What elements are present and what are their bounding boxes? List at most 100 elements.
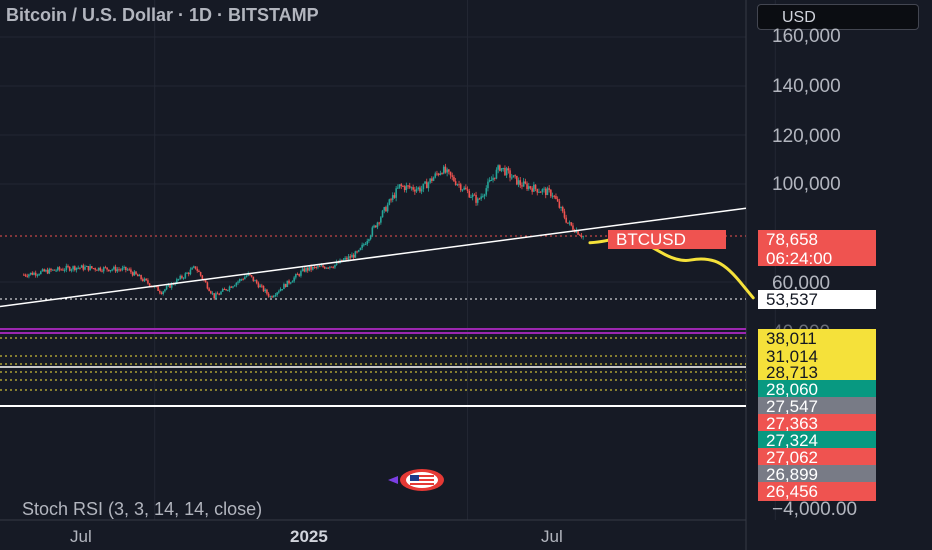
candle-body xyxy=(380,217,382,223)
candle-body xyxy=(50,268,52,271)
candle-body xyxy=(191,267,193,270)
candle-body xyxy=(72,266,74,270)
us-flag-icon[interactable] xyxy=(388,467,448,493)
candle-body xyxy=(320,265,323,267)
candle-body xyxy=(357,250,360,252)
candle-body xyxy=(454,181,457,185)
candle-body xyxy=(28,274,30,277)
candle-body xyxy=(363,244,365,246)
level-badge: 26,456 xyxy=(758,482,876,501)
candle-body xyxy=(218,294,221,296)
candle-body xyxy=(550,189,552,197)
candle-body xyxy=(46,269,49,274)
candle-body xyxy=(519,180,522,186)
candle-body xyxy=(323,266,326,269)
candle-body xyxy=(533,184,535,192)
candle-body xyxy=(346,257,348,260)
candle-body xyxy=(119,269,122,271)
candle-body xyxy=(92,268,95,270)
candle-body xyxy=(206,282,209,289)
candle-body xyxy=(296,274,299,276)
candle-body xyxy=(516,175,518,185)
candle-body xyxy=(468,190,471,198)
candle-body xyxy=(386,204,389,212)
candle-body xyxy=(113,266,115,270)
price-tick: 120,000 xyxy=(772,126,841,147)
currency-button[interactable]: USD xyxy=(757,4,919,30)
candle-body xyxy=(517,180,520,185)
candle-body xyxy=(497,165,499,170)
candle-body xyxy=(417,187,420,190)
candle-body xyxy=(567,222,569,224)
candle-body xyxy=(560,207,562,209)
candle-body xyxy=(490,179,493,181)
candle-body xyxy=(429,178,431,183)
candle-body xyxy=(505,168,508,176)
candle-body xyxy=(391,195,394,200)
indicator-label[interactable]: Stoch RSI (3, 3, 14, 14, close) xyxy=(22,499,263,519)
candle-body xyxy=(398,184,401,188)
candle-body xyxy=(174,283,176,285)
candle-body xyxy=(60,269,63,271)
candle-body xyxy=(502,167,505,169)
candle-body xyxy=(155,286,158,288)
candle-body xyxy=(51,269,54,271)
candle-body xyxy=(77,267,80,269)
candle-body xyxy=(466,189,469,191)
candle-body xyxy=(80,265,83,268)
candle-body xyxy=(402,185,404,187)
price-tick: 60,000 xyxy=(772,273,831,294)
candle-body xyxy=(276,292,278,296)
candle-body xyxy=(556,199,559,202)
candle-body xyxy=(261,285,263,287)
candle-body xyxy=(26,275,29,277)
candle-body xyxy=(310,266,312,270)
candle-body xyxy=(422,183,425,190)
candle-body xyxy=(318,266,321,268)
candle-body xyxy=(143,278,146,282)
candle-body xyxy=(293,277,295,282)
candle-body xyxy=(240,279,243,281)
candle-body xyxy=(558,201,561,208)
candle-body xyxy=(215,293,217,299)
candle-body xyxy=(578,234,581,236)
candle-body xyxy=(493,177,496,179)
candle-body xyxy=(529,186,532,189)
price-tick: 140,000 xyxy=(772,76,841,97)
candle-body xyxy=(29,272,32,275)
candle-body xyxy=(108,269,110,272)
candle-body xyxy=(238,279,241,282)
candle-body xyxy=(125,266,127,271)
candle-body xyxy=(395,188,397,198)
indicator-value: −4,000.00 xyxy=(772,499,858,520)
candle-body xyxy=(329,266,331,268)
candle-body xyxy=(325,267,328,269)
candle-body xyxy=(220,291,222,295)
candle-body xyxy=(237,281,239,283)
candle-body xyxy=(40,271,42,275)
candle-body xyxy=(91,266,93,269)
candle-body xyxy=(424,181,426,184)
level-badge: 28,060 xyxy=(758,380,876,399)
candle-body xyxy=(439,173,442,175)
candle-body xyxy=(213,293,216,299)
candle-body xyxy=(492,177,494,180)
candle-body xyxy=(334,264,336,268)
candle-body xyxy=(272,295,275,298)
candle-body xyxy=(279,289,282,292)
candle-body xyxy=(43,269,46,272)
candle-body xyxy=(444,166,447,173)
candle-body xyxy=(364,244,367,246)
candle-body xyxy=(82,265,85,270)
candle-body xyxy=(410,187,413,189)
candle-body xyxy=(193,266,195,268)
candle-body xyxy=(262,285,265,292)
candle-body xyxy=(507,168,510,171)
candle-body xyxy=(300,271,302,276)
candle-body xyxy=(504,167,506,176)
candle-body xyxy=(351,254,353,258)
candle-body xyxy=(381,210,384,218)
time-tick: Jul xyxy=(541,527,563,546)
candle-body xyxy=(449,171,452,176)
candle-body xyxy=(544,188,547,196)
